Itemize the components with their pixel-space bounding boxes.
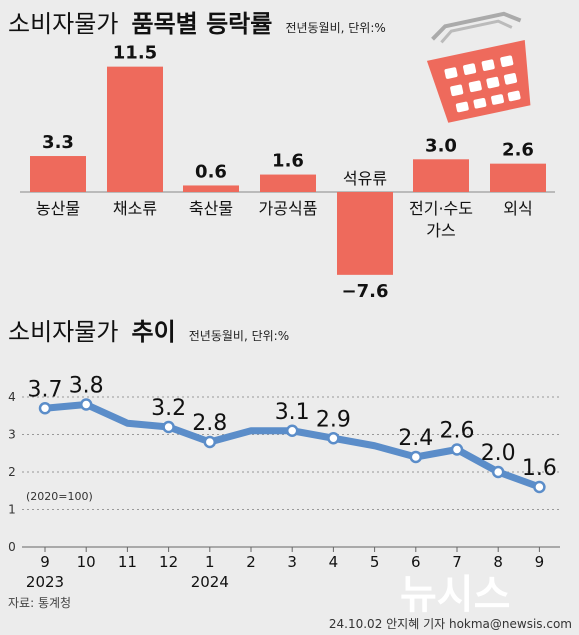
line-unit-label: 전년동월비, 단위:% (189, 329, 289, 343)
source-label: 자료: 통계청 (8, 596, 71, 610)
bar-category-label: 석유류 (343, 169, 387, 188)
bar-category-label: 가공식품 (259, 199, 318, 218)
base-year-note: (2020=100) (26, 490, 93, 503)
bar-value-label: 0.6 (195, 161, 227, 182)
bar-value-label: 3.0 (425, 135, 457, 156)
bar (490, 163, 546, 192)
bar (337, 192, 393, 275)
bar (260, 174, 316, 192)
y-tick-label: 4 (8, 390, 16, 404)
bar-category-label: 외식 (503, 199, 532, 218)
bar-unit-label: 전년동월비, 단위:% (285, 21, 385, 35)
x-tick-label: 1 (205, 553, 215, 571)
data-point (491, 465, 505, 479)
bar-title-regular: 소비자물가 (8, 10, 118, 38)
line-title-regular: 소비자물가 (8, 318, 118, 346)
data-label: 2.9 (316, 407, 351, 432)
bar-value-label: 2.6 (502, 140, 534, 161)
data-point (327, 432, 340, 445)
y-tick-label: 2 (8, 465, 16, 479)
data-label: 2.4 (398, 426, 433, 451)
data-point (285, 424, 299, 437)
x-tick-label: 9 (40, 553, 50, 571)
watermark: 뉴시스 (400, 572, 510, 618)
x-tick-label: 6 (411, 553, 421, 571)
data-label: 2.6 (440, 419, 475, 444)
x-tick-label: 8 (493, 553, 503, 571)
x-tick-label: 9 (535, 553, 545, 571)
x-tick-label: 5 (370, 553, 380, 571)
bar (30, 156, 86, 192)
bar (107, 66, 163, 192)
bar-chart-title: 소비자물가 품목별 등락률 전년동월비, 단위:% (8, 10, 386, 38)
data-label: 3.7 (28, 377, 63, 402)
bar-category-label: 채소류 (113, 199, 157, 218)
year-label: 2023 (26, 573, 64, 591)
y-tick-label: 0 (8, 540, 16, 554)
credit-line: 24.10.02 안지혜 기자 hokma@newsis.com (329, 617, 572, 631)
data-point (450, 443, 464, 456)
data-point (162, 420, 175, 434)
bar (413, 159, 469, 192)
data-point (38, 402, 52, 415)
data-label: 3.1 (275, 400, 310, 425)
x-tick-label: 11 (118, 553, 137, 571)
line-title-bold: 추이 (132, 318, 176, 346)
bar-value-label: 11.5 (113, 43, 157, 64)
bar-category-label: 축산물 (189, 199, 233, 218)
x-tick-label: 10 (77, 553, 96, 571)
bar-category-label: 농산물 (36, 199, 80, 218)
bar-value-label: 1.6 (272, 151, 304, 172)
x-tick-label: 4 (329, 553, 339, 571)
data-label: 1.6 (522, 456, 557, 481)
x-tick-label: 7 (452, 553, 462, 571)
line-chart-title: 소비자물가 추이 전년동월비, 단위:% (8, 318, 289, 346)
bar (183, 185, 239, 192)
bar-value-label: 3.3 (42, 132, 74, 153)
bar-chart: 3.3 농산물 11.5 채소류 0.6 축산물 1.6 가공식품 −7.6 석유류 3.0 전기·수… (20, 43, 555, 302)
year-label: 2024 (191, 573, 229, 591)
data-point (203, 435, 217, 449)
data-label: 2.8 (192, 411, 227, 436)
x-tick-label: 3 (287, 553, 297, 571)
data-label: 2.0 (481, 441, 516, 466)
y-tick-label: 1 (8, 503, 16, 517)
x-tick-label: 12 (159, 553, 178, 571)
y-tick-label: 3 (8, 428, 16, 442)
shopping-basket-icon (426, 11, 531, 123)
bar-category-label: 전기·수도 (409, 199, 473, 218)
bar-title-bold: 품목별 등락률 (132, 10, 273, 38)
data-point (533, 480, 546, 494)
data-label: 3.2 (151, 396, 186, 421)
data-point (409, 450, 423, 464)
data-label: 3.8 (69, 374, 104, 399)
bar-value-label: −7.6 (342, 281, 389, 302)
data-point (79, 398, 93, 411)
x-tick-label: 2 (246, 553, 256, 571)
bar-category-label: 가스 (426, 221, 455, 240)
